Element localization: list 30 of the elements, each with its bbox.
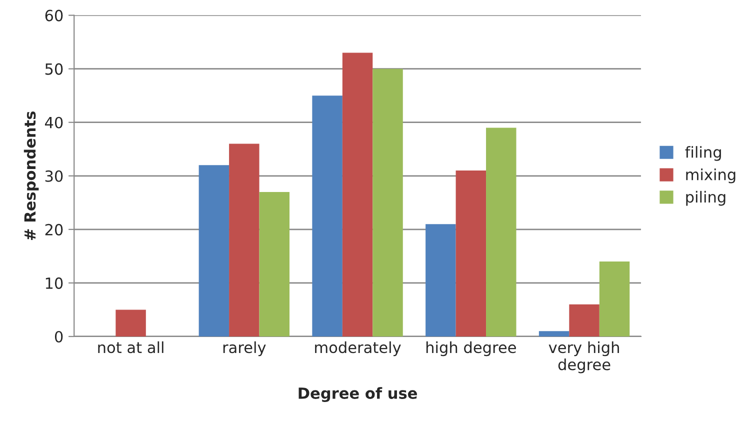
- x-tick-label: moderately: [315, 341, 401, 356]
- bar: [599, 262, 630, 336]
- x-axis-title: Degree of use: [298, 387, 417, 402]
- bar: [342, 52, 373, 336]
- y-tick-label: 20: [45, 224, 63, 236]
- y-tick-label: 10: [46, 277, 63, 289]
- bar: [198, 165, 230, 336]
- bar: [456, 170, 486, 336]
- y-axis-title: # Respondents: [24, 112, 39, 240]
- bar: [538, 331, 570, 336]
- y-tick-label: 50: [45, 63, 63, 75]
- x-tick-label: very high degree: [548, 341, 619, 374]
- bar: [426, 224, 456, 336]
- bar: [229, 144, 260, 336]
- bar: [116, 310, 146, 336]
- y-tick-label: 30: [45, 170, 63, 182]
- bar: [372, 68, 403, 336]
- y-tick-label: 40: [44, 116, 63, 128]
- x-tick-label: not at all: [98, 341, 164, 354]
- bar: [312, 96, 342, 336]
- bar: [569, 304, 600, 336]
- y-tick-label: 0: [54, 330, 63, 343]
- x-tick-label: rarely: [223, 341, 266, 356]
- bar: [259, 192, 290, 336]
- legend-label: piling: [686, 190, 726, 206]
- legend-label: filing: [685, 146, 721, 161]
- x-tick-label: high degree: [426, 341, 516, 356]
- legend-label: mixing: [686, 168, 736, 184]
- y-tick-label: 60: [45, 10, 63, 22]
- bar: [486, 128, 516, 336]
